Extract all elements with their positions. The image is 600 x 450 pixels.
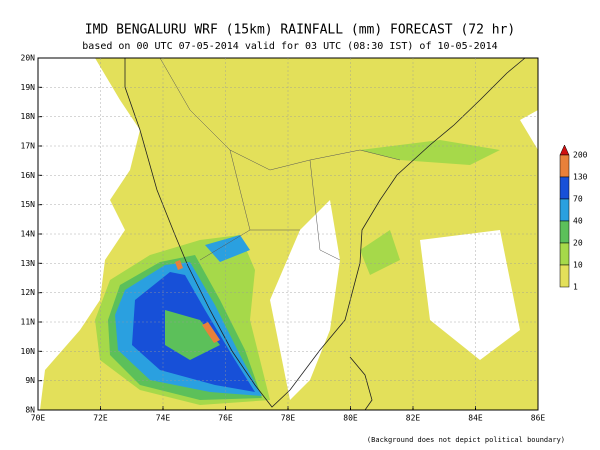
lon-label: 78E	[281, 414, 296, 423]
legend-arrow	[559, 144, 570, 156]
legend-label: 20	[573, 239, 583, 248]
legend-swatch	[559, 176, 570, 200]
legend-swatch	[559, 242, 570, 266]
lon-label: 86E	[531, 414, 546, 423]
coastline	[124, 57, 526, 411]
lat-label: 16N	[21, 171, 36, 180]
lat-label: 13N	[21, 259, 36, 268]
lat-label: 11N	[21, 318, 36, 327]
rain-130mm	[202, 322, 220, 343]
footnote: (Background does not depict political bo…	[367, 436, 565, 444]
lon-label: 74E	[156, 414, 171, 423]
legend-label: 200	[573, 151, 588, 160]
subtitle: based on 00 UTC 07-05-2014 valid for 03 …	[82, 41, 497, 52]
lat-label: 18N	[21, 112, 36, 121]
lat-label: 12N	[21, 288, 36, 297]
lon-label: 82E	[406, 414, 421, 423]
legend-swatch	[559, 264, 570, 288]
lon-label: 72E	[93, 414, 108, 423]
legend-label: 130	[573, 173, 588, 182]
land-no-rain	[420, 230, 520, 360]
legend-label: 10	[573, 261, 583, 270]
lat-label: 10N	[21, 347, 36, 356]
lat-label: 9N	[25, 376, 35, 385]
legend-swatch	[559, 154, 570, 178]
lon-label: 84E	[468, 414, 483, 423]
rain-10mm	[360, 230, 400, 275]
lon-label: 70E	[31, 414, 46, 423]
lat-label: 19N	[21, 83, 36, 92]
lat-label: 8N	[25, 406, 35, 415]
legend-swatch	[559, 220, 570, 244]
rain-40mm	[205, 235, 250, 262]
legend-label: 1	[573, 283, 578, 292]
legend-label: 40	[573, 217, 583, 226]
rain-20mm-inner	[165, 310, 220, 360]
land-no-rain	[270, 200, 340, 400]
rain-130mm	[175, 260, 183, 270]
title: IMD BENGALURU WRF (15km) RAINFALL (mm) F…	[85, 23, 515, 38]
legend-label: 70	[573, 195, 583, 204]
legend-swatch	[559, 198, 570, 222]
lon-label: 80E	[343, 414, 358, 423]
lat-label: 15N	[21, 200, 36, 209]
lat-label: 14N	[21, 230, 36, 239]
lon-label: 76E	[218, 414, 233, 423]
lat-label: 20N	[21, 54, 36, 63]
lat-label: 17N	[21, 142, 36, 151]
